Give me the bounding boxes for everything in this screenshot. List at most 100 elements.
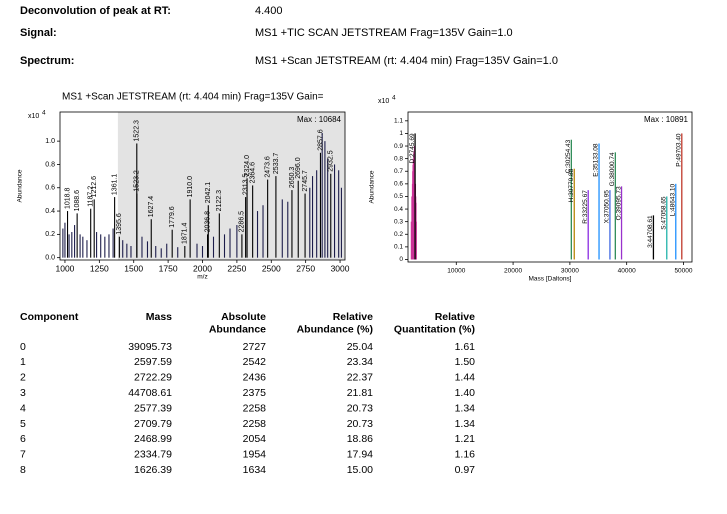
table-cell: 2 — [20, 372, 26, 384]
table-cell: 44708.61 — [128, 387, 172, 399]
y-tick-label: 0.2 — [45, 231, 55, 238]
table-cell: 1.34 — [455, 418, 476, 430]
plot-frame — [407, 111, 693, 263]
peak-label: 2932.5 — [328, 150, 335, 172]
peak-label: 2745.7 — [302, 170, 309, 192]
peak-label: 1522.3 — [134, 120, 141, 142]
peak-label: 1871.4 — [182, 222, 189, 244]
table-cell: 1.40 — [455, 387, 476, 399]
table-cell: 4 — [20, 402, 26, 414]
peak-label: S:47058.65 — [660, 196, 667, 230]
x-tick-label: 2500 — [262, 263, 281, 273]
peak-label: 2364.6 — [249, 162, 256, 184]
y-tick-label: 0.8 — [394, 155, 403, 162]
table-cell: 8 — [20, 464, 26, 476]
plot-frame — [59, 111, 346, 261]
x-tick-label: 2750 — [296, 263, 315, 273]
table-cell: 2054 — [243, 433, 267, 445]
chart-title: MS1 +Scan JETSTREAM (rt: 4.404 min) Frag… — [62, 92, 324, 103]
table-cell: 17.94 — [347, 449, 373, 461]
peak-label: 1523.2 — [134, 170, 141, 192]
table-cell: 2375 — [243, 387, 267, 399]
table-cell: 1.44 — [455, 372, 476, 384]
table-cell: 23.34 — [347, 356, 373, 368]
x-tick-label: 2250 — [227, 263, 246, 273]
y-axis-label: Abundance — [369, 170, 376, 203]
spectrum-label: Spectrum: — [20, 55, 74, 67]
column-header: Absolute — [221, 311, 266, 323]
peak-label: 1088.6 — [74, 190, 81, 212]
table-cell: 21.81 — [347, 387, 373, 399]
x-tick-label: 50000 — [674, 268, 692, 275]
peak-label: 2857.6 — [317, 129, 324, 151]
y-tick-label: 1.1 — [394, 118, 403, 125]
y-tick-label: 0.5 — [394, 193, 403, 200]
y-tick-label: 0.3 — [394, 218, 403, 225]
spectrum-value: MS1 +Scan JETSTREAM (rt: 4.404 min) Frag… — [255, 55, 558, 67]
table-cell: 2334.79 — [134, 449, 172, 461]
max-label: Max : 10684 — [297, 115, 342, 124]
peak-label: O:39095.73 — [615, 186, 622, 220]
x-tick-label: 20000 — [504, 268, 522, 275]
y-tick-label: 0.8 — [45, 161, 55, 168]
x-tick-label: 1000 — [55, 263, 74, 273]
y-tick-label: 0.6 — [45, 185, 55, 192]
table-cell: 1.21 — [455, 433, 476, 445]
table-cell: 3 — [20, 387, 26, 399]
y-tick-label: 0 — [399, 256, 403, 263]
peak-label: 1018.8 — [64, 188, 71, 210]
peak-label: 2533.7 — [273, 153, 280, 175]
table-cell: 1626.39 — [134, 464, 172, 476]
y-tick-label: 0.0 — [45, 255, 55, 262]
peak-label: 1361.1 — [111, 174, 118, 196]
table-cell: 1.34 — [455, 402, 476, 414]
column-header: Abundance — [209, 323, 266, 335]
column-header: Quantitation (%) — [394, 323, 475, 335]
x-tick-label: 1500 — [124, 263, 143, 273]
signal-label: Signal: — [20, 27, 57, 39]
peak-label: L:48643.10 — [669, 183, 676, 216]
peak-label: 2650.3 — [289, 167, 296, 189]
y-tick-label: 0.7 — [394, 168, 403, 175]
table-cell: 25.04 — [347, 341, 373, 353]
y-tick-label: 1.0 — [45, 138, 55, 145]
peak-label: D:2745.69 — [409, 133, 416, 163]
peak-label: G:38000.74 — [609, 152, 616, 186]
table-cell: 1.16 — [455, 449, 476, 461]
peak-label: 2473.6 — [264, 156, 271, 178]
y-tick-label: 0.1 — [394, 244, 403, 251]
table-cell: 39095.73 — [128, 341, 172, 353]
table-cell: 5 — [20, 418, 26, 430]
y-tick-label: 0.6 — [394, 181, 403, 188]
peak-label: P:49703.40 — [676, 133, 683, 167]
column-header: Relative — [435, 311, 475, 323]
table-cell: 7 — [20, 449, 26, 461]
table-cell: 22.37 — [347, 372, 373, 384]
x-tick-label: 1750 — [159, 263, 178, 273]
table-cell: 2542 — [243, 356, 267, 368]
table-cell: 2727 — [243, 341, 267, 353]
table-cell: 2577.39 — [134, 402, 172, 414]
table-cell: 1634 — [243, 464, 267, 476]
column-header: Component — [20, 311, 79, 323]
table-cell: 15.00 — [347, 464, 373, 476]
multiplier: x10 — [28, 113, 39, 120]
table-cell: 2722.29 — [134, 372, 172, 384]
rt-label: Deconvolution of peak at RT: — [20, 5, 171, 17]
x-tick-label: 10000 — [447, 268, 465, 275]
table-cell: 0.97 — [455, 464, 476, 476]
column-header: Mass — [146, 311, 172, 323]
table-cell: 20.73 — [347, 402, 373, 414]
peak-label: 2324.0 — [244, 155, 251, 177]
multiplier: x10 — [378, 98, 389, 105]
x-tick-label: 1250 — [90, 263, 109, 273]
y-axis-label: Abundance — [17, 169, 24, 202]
peak-label: 3:44708.61 — [647, 215, 654, 248]
table-cell: 18.86 — [347, 433, 373, 445]
column-header: Abundance (%) — [297, 323, 373, 335]
multiplier-exponent: 4 — [42, 110, 46, 117]
peak-label: 2313.5 — [242, 174, 249, 196]
x-tick-label: 3000 — [331, 263, 350, 273]
highlight-region — [117, 112, 345, 260]
table-cell: 1.61 — [455, 341, 476, 353]
